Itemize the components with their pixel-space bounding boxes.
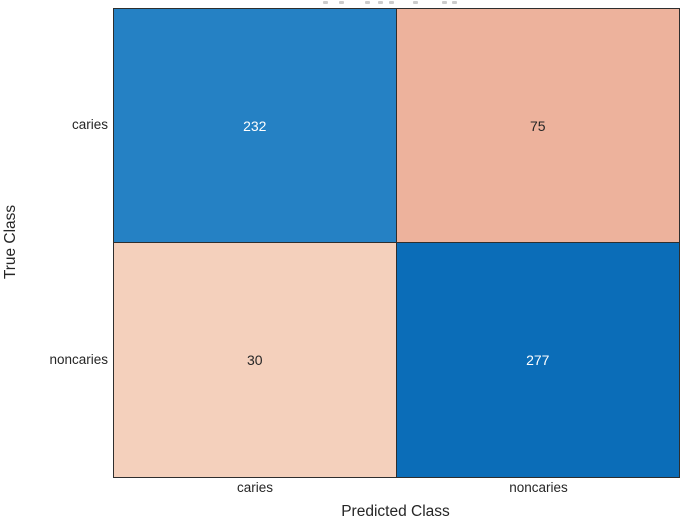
y-axis-label-text: True Class xyxy=(2,204,20,280)
cropped-title-remnant xyxy=(452,1,457,4)
confusion-matrix-grid: 232 75 30 277 xyxy=(113,8,680,478)
cropped-title-remnant xyxy=(389,1,394,4)
cell-value: 30 xyxy=(246,352,263,368)
y-tick-noncaries: noncaries xyxy=(49,352,108,367)
matrix-cell-true-noncaries-pred-noncaries: 277 xyxy=(396,243,679,477)
cell-value: 232 xyxy=(243,117,267,134)
cropped-title-remnant xyxy=(339,1,344,4)
cropped-title-remnant xyxy=(365,1,370,4)
matrix-cell-true-caries-pred-noncaries: 75 xyxy=(396,9,679,243)
y-tick-caries: caries xyxy=(71,117,108,132)
cell-value: 277 xyxy=(526,352,550,368)
x-axis-label: Predicted Class xyxy=(341,503,450,520)
cropped-title-remnant xyxy=(413,1,418,4)
cropped-title-remnant xyxy=(378,1,383,4)
x-tick-caries: caries xyxy=(236,480,273,495)
matrix-cell-true-noncaries-pred-caries: 30 xyxy=(114,243,397,477)
x-tick-noncaries: noncaries xyxy=(509,480,568,495)
cropped-title-remnant xyxy=(442,1,447,4)
cropped-title-remnant xyxy=(323,1,328,4)
matrix-cell-true-caries-pred-caries: 232 xyxy=(114,9,397,243)
cell-value: 75 xyxy=(529,117,546,134)
y-axis-label: True Class xyxy=(0,8,23,476)
